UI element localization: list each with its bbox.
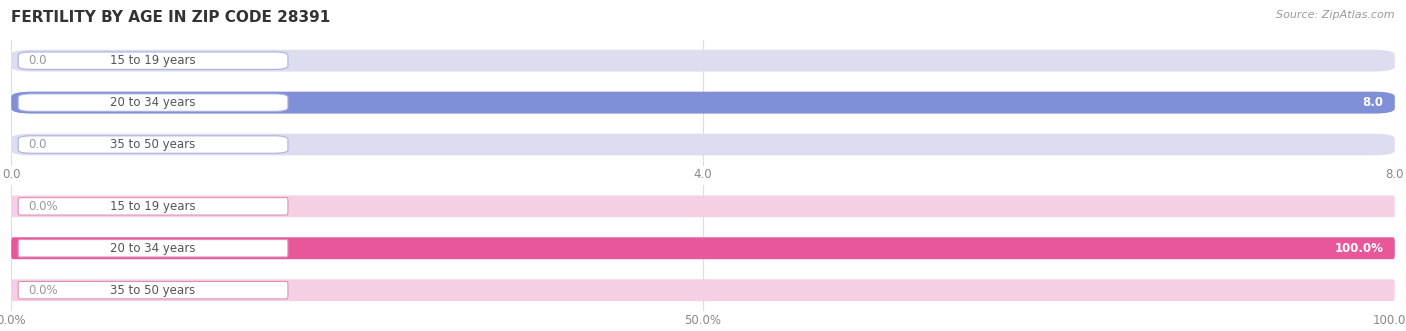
Text: 0.0%: 0.0% (28, 284, 58, 297)
Text: 15 to 19 years: 15 to 19 years (110, 54, 195, 67)
Text: 0.0: 0.0 (28, 54, 46, 67)
Text: 20 to 34 years: 20 to 34 years (110, 242, 195, 255)
Text: Source: ZipAtlas.com: Source: ZipAtlas.com (1277, 10, 1395, 20)
Text: 35 to 50 years: 35 to 50 years (111, 284, 195, 297)
Text: 0.0: 0.0 (28, 138, 46, 151)
Text: 8.0: 8.0 (1362, 96, 1384, 109)
Text: 20 to 34 years: 20 to 34 years (110, 96, 195, 109)
FancyBboxPatch shape (18, 52, 288, 70)
FancyBboxPatch shape (11, 92, 1395, 114)
Text: 0.0%: 0.0% (28, 200, 58, 213)
FancyBboxPatch shape (11, 92, 1395, 114)
FancyBboxPatch shape (11, 134, 1395, 156)
FancyBboxPatch shape (11, 195, 1395, 217)
Text: 15 to 19 years: 15 to 19 years (110, 200, 195, 213)
FancyBboxPatch shape (18, 198, 288, 215)
FancyBboxPatch shape (18, 94, 288, 111)
Text: 100.0%: 100.0% (1334, 242, 1384, 255)
Text: 35 to 50 years: 35 to 50 years (111, 138, 195, 151)
Text: FERTILITY BY AGE IN ZIP CODE 28391: FERTILITY BY AGE IN ZIP CODE 28391 (11, 10, 330, 25)
FancyBboxPatch shape (11, 237, 1395, 259)
FancyBboxPatch shape (11, 237, 1395, 259)
FancyBboxPatch shape (18, 281, 288, 299)
FancyBboxPatch shape (18, 240, 288, 257)
FancyBboxPatch shape (11, 50, 1395, 71)
FancyBboxPatch shape (18, 136, 288, 153)
FancyBboxPatch shape (11, 279, 1395, 301)
